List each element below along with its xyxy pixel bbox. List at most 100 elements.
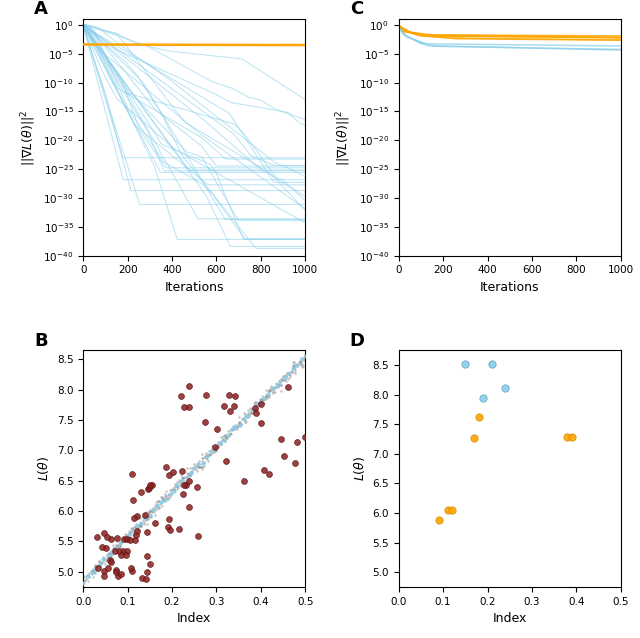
Point — [129, 528, 140, 538]
Point — [295, 356, 305, 366]
Point — [156, 497, 166, 507]
Text: A: A — [35, 1, 48, 19]
Point — [83, 576, 93, 586]
Point — [125, 563, 136, 573]
Point — [164, 489, 175, 499]
Point — [95, 558, 105, 568]
Point — [216, 436, 226, 446]
Point — [232, 424, 242, 434]
Point — [469, 433, 479, 443]
Point — [225, 426, 236, 436]
Point — [239, 408, 249, 419]
Point — [98, 557, 108, 567]
Point — [95, 561, 105, 571]
Point — [112, 540, 122, 551]
Point — [287, 367, 297, 377]
Y-axis label: $||\nabla L(\theta)||^2$: $||\nabla L(\theta)||^2$ — [335, 109, 353, 166]
Point — [111, 540, 122, 550]
Point — [186, 468, 196, 478]
Point — [154, 496, 164, 506]
Point — [301, 351, 311, 361]
Point — [141, 519, 152, 530]
Point — [169, 482, 179, 492]
Point — [175, 477, 186, 487]
Point — [179, 480, 189, 490]
Point — [84, 568, 95, 578]
Point — [142, 512, 152, 523]
Point — [207, 441, 218, 451]
Point — [127, 526, 138, 536]
Point — [124, 526, 134, 537]
Point — [99, 570, 109, 581]
Point — [192, 466, 202, 476]
Point — [174, 524, 184, 534]
Point — [238, 413, 248, 424]
Point — [135, 521, 145, 531]
Point — [278, 375, 289, 385]
Point — [284, 368, 294, 378]
Point — [191, 464, 201, 475]
Point — [88, 567, 99, 577]
Point — [120, 533, 130, 544]
Point — [296, 354, 307, 364]
Point — [241, 411, 251, 421]
Point — [254, 401, 264, 411]
Point — [200, 451, 210, 461]
Point — [216, 438, 226, 448]
Point — [93, 556, 104, 566]
Point — [121, 550, 131, 560]
Point — [184, 382, 194, 392]
Point — [260, 390, 271, 401]
Point — [276, 385, 286, 396]
Point — [259, 392, 269, 403]
Point — [133, 524, 143, 535]
Y-axis label: $L(\theta)$: $L(\theta)$ — [352, 456, 367, 481]
Point — [156, 498, 166, 508]
Point — [197, 464, 207, 474]
Point — [261, 391, 271, 401]
Point — [93, 563, 103, 573]
Point — [108, 544, 118, 554]
Point — [204, 450, 214, 460]
Point — [205, 449, 216, 459]
Point — [106, 549, 116, 559]
Point — [250, 400, 260, 410]
Point — [216, 433, 226, 443]
Point — [168, 486, 179, 496]
Point — [131, 530, 141, 540]
Point — [272, 380, 282, 390]
Point — [125, 528, 135, 538]
Point — [197, 453, 207, 463]
Point — [172, 482, 182, 492]
Point — [161, 491, 172, 501]
Point — [83, 572, 93, 582]
Point — [94, 559, 104, 569]
Point — [212, 442, 222, 452]
Point — [79, 571, 90, 581]
Point — [163, 523, 173, 533]
Point — [184, 502, 195, 512]
Point — [220, 430, 230, 440]
Point — [563, 432, 573, 442]
Point — [211, 424, 221, 434]
Point — [282, 370, 292, 380]
Point — [236, 414, 246, 424]
Point — [182, 463, 192, 473]
Point — [214, 439, 224, 449]
Point — [165, 485, 175, 495]
Point — [247, 403, 257, 413]
Point — [189, 463, 200, 473]
Point — [281, 369, 291, 379]
Point — [195, 462, 205, 472]
Point — [111, 542, 121, 553]
Point — [127, 526, 137, 537]
Point — [253, 400, 263, 410]
Point — [246, 407, 257, 417]
Point — [193, 459, 203, 470]
Point — [141, 514, 152, 524]
Point — [246, 408, 257, 418]
Point — [186, 468, 196, 478]
X-axis label: Iterations: Iterations — [164, 281, 224, 294]
Point — [143, 510, 154, 521]
Point — [221, 432, 231, 442]
